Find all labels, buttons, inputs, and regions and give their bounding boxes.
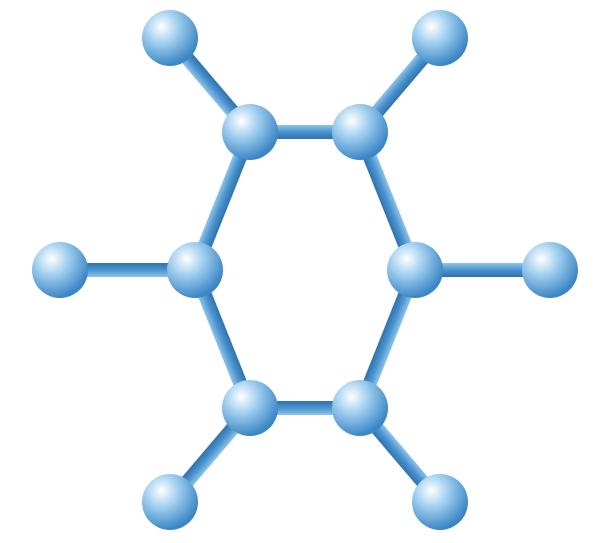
atom-node	[142, 474, 198, 530]
atom-node	[222, 380, 278, 436]
atom-node	[332, 380, 388, 436]
atom-node	[222, 104, 278, 160]
atom-node	[142, 10, 198, 66]
molecule-diagram	[0, 0, 610, 543]
bonds-layer	[60, 33, 550, 506]
atom-node	[522, 242, 578, 298]
atom-node	[412, 10, 468, 66]
atom-node	[412, 474, 468, 530]
atom-node	[32, 242, 88, 298]
atom-node	[332, 104, 388, 160]
atom-node	[387, 242, 443, 298]
atom-node	[167, 242, 223, 298]
